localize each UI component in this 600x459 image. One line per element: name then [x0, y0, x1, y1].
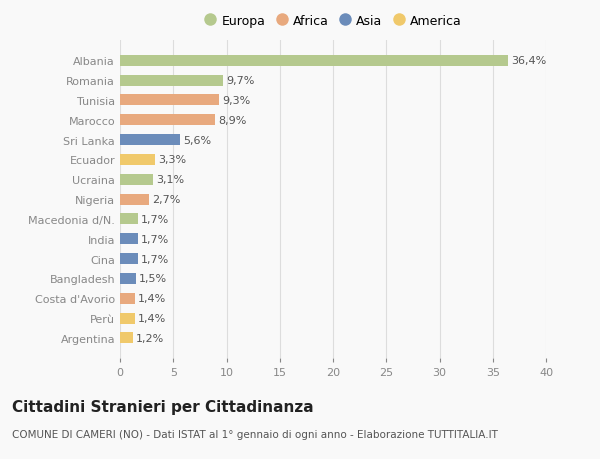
Text: 1,4%: 1,4% [138, 294, 166, 303]
Bar [120, 75, 223, 86]
Bar [120, 333, 133, 344]
Text: 1,2%: 1,2% [136, 333, 164, 343]
Bar [120, 293, 135, 304]
Bar [120, 155, 155, 166]
Text: COMUNE DI CAMERI (NO) - Dati ISTAT al 1° gennaio di ogni anno - Elaborazione TUT: COMUNE DI CAMERI (NO) - Dati ISTAT al 1°… [12, 429, 498, 439]
Text: Cittadini Stranieri per Cittadinanza: Cittadini Stranieri per Cittadinanza [12, 399, 314, 414]
Text: 1,4%: 1,4% [138, 313, 166, 324]
Legend: Europa, Africa, Asia, America: Europa, Africa, Asia, America [200, 11, 466, 32]
Text: 36,4%: 36,4% [511, 56, 546, 66]
Bar [120, 115, 215, 126]
Text: 9,7%: 9,7% [227, 76, 255, 86]
Text: 1,7%: 1,7% [142, 214, 170, 224]
Text: 3,3%: 3,3% [158, 155, 187, 165]
Text: 1,7%: 1,7% [142, 254, 170, 264]
Text: 8,9%: 8,9% [218, 116, 247, 125]
Text: 3,1%: 3,1% [156, 175, 184, 185]
Bar [120, 194, 149, 205]
Bar [120, 313, 135, 324]
Bar [120, 234, 138, 245]
Text: 9,3%: 9,3% [222, 96, 250, 106]
Bar [120, 135, 179, 146]
Text: 2,7%: 2,7% [152, 195, 181, 205]
Bar [120, 274, 136, 284]
Text: 5,6%: 5,6% [183, 135, 211, 146]
Bar [120, 95, 219, 106]
Bar [120, 174, 153, 185]
Text: 1,7%: 1,7% [142, 234, 170, 244]
Bar [120, 253, 138, 264]
Bar [120, 56, 508, 67]
Bar [120, 214, 138, 225]
Text: 1,5%: 1,5% [139, 274, 167, 284]
